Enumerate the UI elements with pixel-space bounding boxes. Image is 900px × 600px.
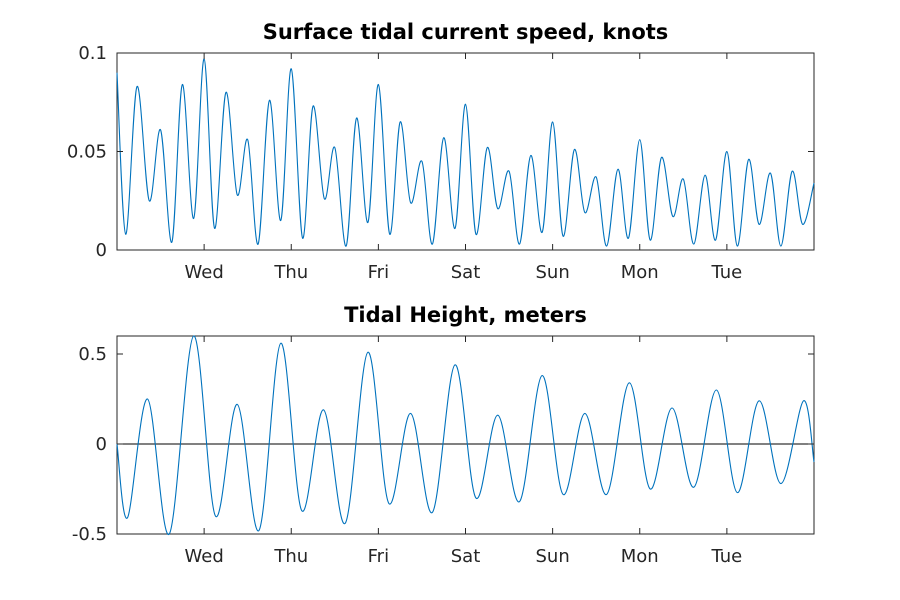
- chart-title: Tidal Height, meters: [344, 303, 587, 327]
- x-tick-label: Thu: [273, 262, 308, 283]
- chart-title: Surface tidal current speed, knots: [263, 20, 669, 44]
- axes-box: [116, 52, 815, 251]
- current-speed-chart: Surface tidal current speed, knots 0 0.05 0…: [67, 20, 815, 283]
- tidal-height-chart: Tidal Height, meters -0.5 0 0.5 Wed Thu Fri Sat…: [72, 303, 815, 567]
- series-line: [116, 335, 815, 535]
- y-tick-label: 0.05: [67, 142, 107, 163]
- x-tick-label: Mon: [621, 546, 659, 567]
- y-tick-label: -0.5: [72, 524, 107, 545]
- x-tick-label: Thu: [273, 546, 308, 567]
- x-tick-label: Fri: [368, 262, 389, 283]
- x-tick-label: Mon: [621, 262, 659, 283]
- y-tick-label: 0: [96, 240, 107, 261]
- x-tick-label: Fri: [368, 546, 389, 567]
- x-tick-label: Sat: [451, 262, 481, 283]
- x-tick-label: Tue: [711, 546, 743, 567]
- x-tick-label: Sat: [451, 546, 481, 567]
- x-tick-label: Wed: [185, 546, 224, 567]
- x-tick-label: Sun: [536, 262, 570, 283]
- x-tick-label: Wed: [185, 262, 224, 283]
- y-tick-label: 0: [96, 434, 107, 455]
- x-tick-label: Tue: [711, 262, 743, 283]
- series-line: [116, 58, 815, 247]
- y-tick-label: 0.1: [78, 43, 107, 64]
- y-tick-label: 0.5: [78, 344, 107, 365]
- x-tick-label: Sun: [536, 546, 570, 567]
- axes-box: [116, 335, 815, 535]
